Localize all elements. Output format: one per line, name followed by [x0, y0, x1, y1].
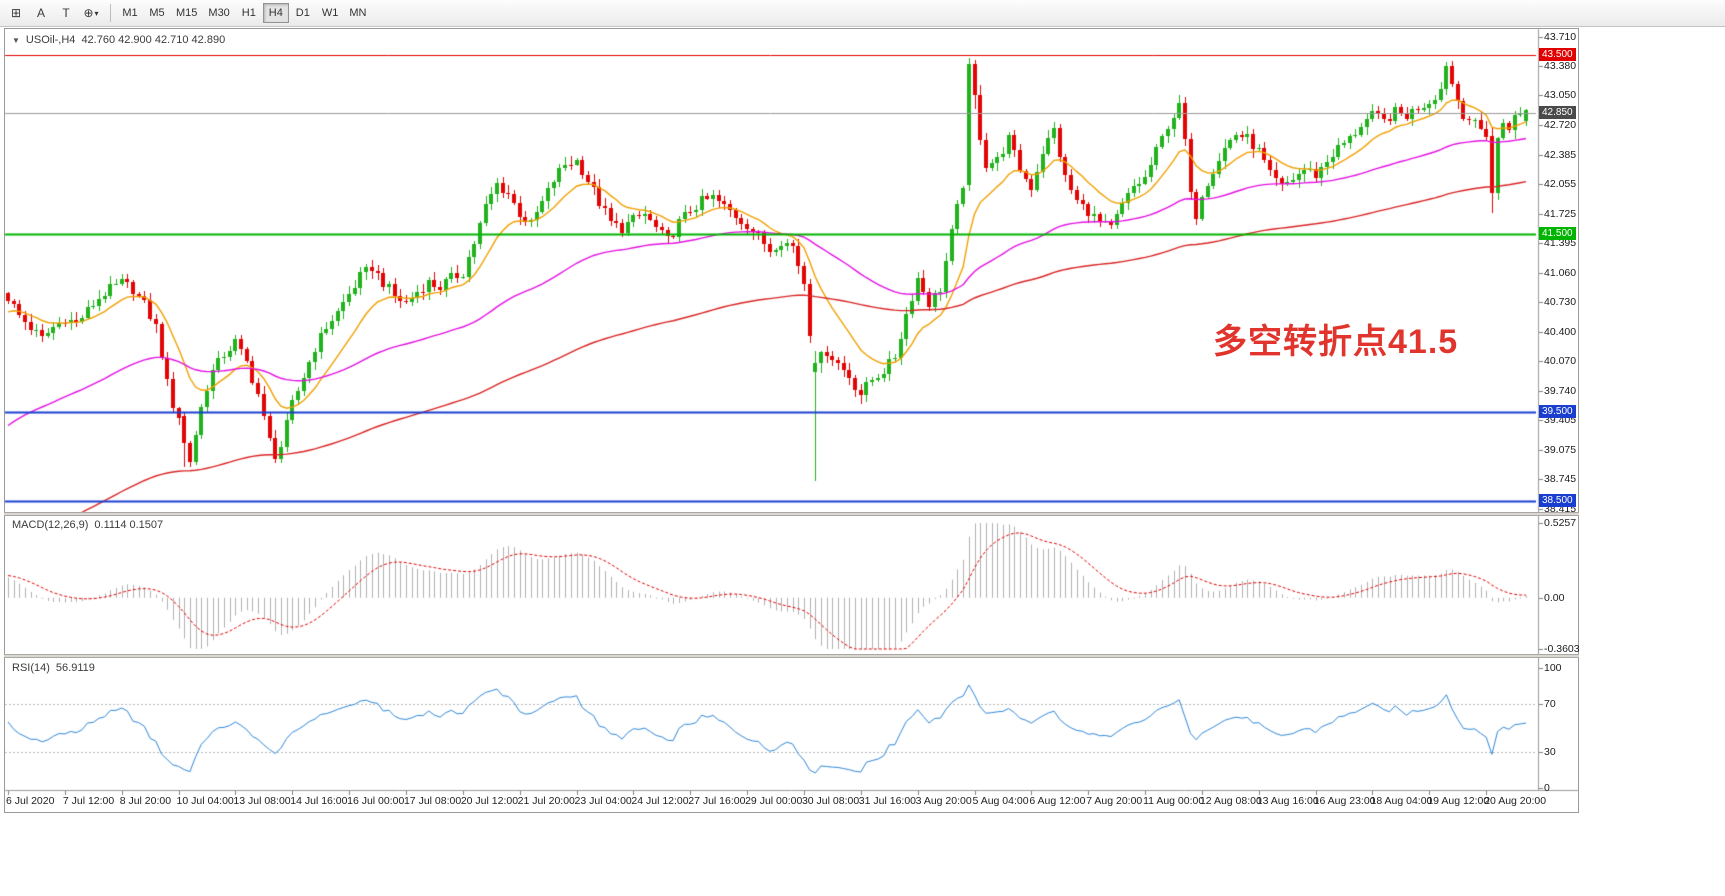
grid-icon: ⊞	[10, 6, 22, 20]
time-tick-label: 7 Aug 20:00	[1086, 795, 1143, 807]
chart-title: ▼ USOil-,H4 42.760 42.900 42.710 42.890	[12, 34, 225, 46]
pane-splitter[interactable]	[4, 512, 1579, 516]
time-tick-label: 21 Jul 20:00	[517, 795, 575, 807]
timeframe-button-h1[interactable]: H1	[241, 7, 256, 19]
drawing-tools-button[interactable]: ⊕ ▾	[79, 3, 103, 24]
price-tick-label: 41.395	[1544, 236, 1577, 249]
price-tick-label: 43.050	[1544, 89, 1577, 102]
crosshair-icon: ⊕	[83, 6, 94, 20]
time-tick-label: 17 Jul 08:00	[403, 795, 462, 807]
time-tick-label: 10 Jul 04:00	[176, 795, 234, 807]
time-tick-label: 20 Jul 12:00	[460, 795, 519, 807]
time-tick-label: 18 Aug 04:00	[1370, 795, 1433, 807]
time-tick-label: 19 Aug 12:00	[1427, 795, 1490, 807]
time-tick-label: 7 Jul 12:00	[62, 795, 115, 807]
price-tick-label: 41.060	[1544, 266, 1577, 279]
time-tick-label: 29 Jul 00:00	[745, 795, 803, 807]
timeframe-button-w1[interactable]: W1	[321, 7, 339, 19]
price-tick-label: 39.075	[1544, 443, 1577, 456]
price-tick-label: 42.720	[1544, 118, 1577, 131]
time-tick-label: 24 Jul 12:00	[631, 795, 689, 807]
level-price-box: 41.500	[1539, 226, 1576, 240]
price-tick-label: 42.385	[1544, 148, 1577, 161]
time-tick-label: 14 Jul 16:00	[290, 795, 348, 807]
main-chart-pane[interactable]	[5, 29, 1538, 512]
time-tick-label: 13 Aug 16:00	[1256, 795, 1319, 807]
price-tick-label: 38.745	[1544, 473, 1577, 486]
price-scale[interactable]: 43.710 43.380 43.050 42.720 42.385 42.055 41.7…	[1538, 28, 1584, 812]
collapse-chart-icon[interactable]: ▼	[12, 35, 20, 45]
time-tick-label: 16 Jul 00:00	[347, 795, 405, 807]
price-tick-label: 43.380	[1544, 59, 1577, 72]
templates-button[interactable]: ⊞	[4, 3, 28, 24]
time-tick-label: 8 Jul 20:00	[119, 795, 172, 807]
rsi-header: RSI(14) 56.9119	[12, 662, 95, 674]
time-tick-label: 11 Aug 00:00	[1143, 795, 1205, 807]
macd-label: MACD(12,26,9)	[12, 519, 89, 531]
price-tick-label: 40.400	[1544, 325, 1577, 338]
time-tick-label: 6 Jul 2020	[6, 795, 55, 807]
chevron-down-icon: ▾	[94, 8, 99, 18]
time-tick-label: 16 Aug 23:00	[1313, 795, 1376, 807]
toolbar: ⊞ A T ⊕ ▾ M1 M5 M15 M30 H1 H4 D1 W1 MN	[0, 0, 1725, 27]
time-tick-label: 27 Jul 16:00	[688, 795, 746, 807]
level-price-box: 38.500	[1539, 494, 1576, 508]
time-tick-label: 5 Aug 04:00	[972, 795, 1029, 807]
timeframe-button-m1[interactable]: M1	[122, 7, 138, 19]
timeframe-button-mn[interactable]: MN	[349, 7, 367, 19]
rsi-scale-label: 100	[1544, 662, 1562, 674]
timeframe-button-m15[interactable]: M15	[176, 7, 198, 19]
text-tool-button[interactable]: A	[29, 3, 53, 24]
trendline-tool-button[interactable]: T	[54, 3, 78, 24]
level-price-box: 43.500	[1539, 48, 1576, 62]
macd-scale-label: 0.5257	[1544, 517, 1577, 529]
price-tick-label: 40.070	[1544, 355, 1577, 368]
price-tick-label: 39.740	[1544, 384, 1577, 397]
macd-values: 0.1114 0.1507	[94, 519, 164, 531]
price-tick-label: 42.055	[1544, 178, 1577, 191]
time-tick-label: 31 Jul 16:00	[858, 795, 917, 807]
letter-a-icon: A	[36, 6, 45, 20]
timeframe-button-d1[interactable]: D1	[295, 7, 310, 19]
macd-pane[interactable]	[5, 517, 1538, 653]
rsi-value: 56.9119	[55, 662, 95, 674]
rsi-label: RSI(14)	[12, 662, 50, 674]
letter-t-icon: T	[62, 6, 70, 20]
timeframe-button-m5[interactable]: M5	[149, 7, 165, 19]
price-tick-label: 40.730	[1544, 296, 1577, 309]
time-tick-label: 23 Jul 04:00	[574, 795, 632, 807]
macd-scale-label: 0.00	[1544, 591, 1565, 604]
ohlc-values: 42.760 42.900 42.710 42.890	[81, 34, 226, 46]
rsi-scale-label: 0	[1544, 782, 1550, 794]
time-scale[interactable]: 6 Jul 2020 7 Jul 12:00 8 Jul 20:00 10 Jul 0…	[4, 791, 1579, 812]
price-tick-label: 41.725	[1544, 207, 1577, 220]
timeframe-button-h4[interactable]: H4	[262, 3, 289, 23]
timeframe-button-m30[interactable]: M30	[208, 7, 230, 19]
rsi-pane[interactable]	[5, 659, 1538, 789]
toolbar-separator	[110, 4, 111, 22]
macd-header: MACD(12,26,9) 0.1114 0.1507	[12, 519, 163, 531]
rsi-scale-label: 70	[1544, 698, 1556, 710]
pane-splitter[interactable]	[4, 654, 1579, 658]
time-tick-label: 30 Jul 08:00	[801, 795, 860, 807]
symbol-period-label: USOil-,H4	[25, 34, 76, 46]
price-tick-label: 43.710	[1544, 30, 1577, 43]
rsi-scale-label: 30	[1544, 746, 1556, 758]
chart-annotation-text: 多空转折点41.5	[1213, 323, 1459, 361]
time-tick-label: 3 Aug 20:00	[915, 795, 972, 807]
current-price-box: 42.850	[1539, 106, 1576, 120]
level-price-box: 39.500	[1539, 404, 1576, 418]
macd-scale-label: -0.3603	[1544, 643, 1580, 655]
time-tick-label: 6 Aug 12:00	[1029, 795, 1086, 807]
time-tick-label: 20 Aug 20:00	[1484, 795, 1547, 807]
timeframe-group: M1 M5 M15 M30 H1 H4 D1 W1 MN	[117, 3, 372, 23]
time-tick-label: 12 Aug 08:00	[1199, 795, 1262, 807]
time-tick-label: 13 Jul 08:00	[233, 795, 291, 807]
